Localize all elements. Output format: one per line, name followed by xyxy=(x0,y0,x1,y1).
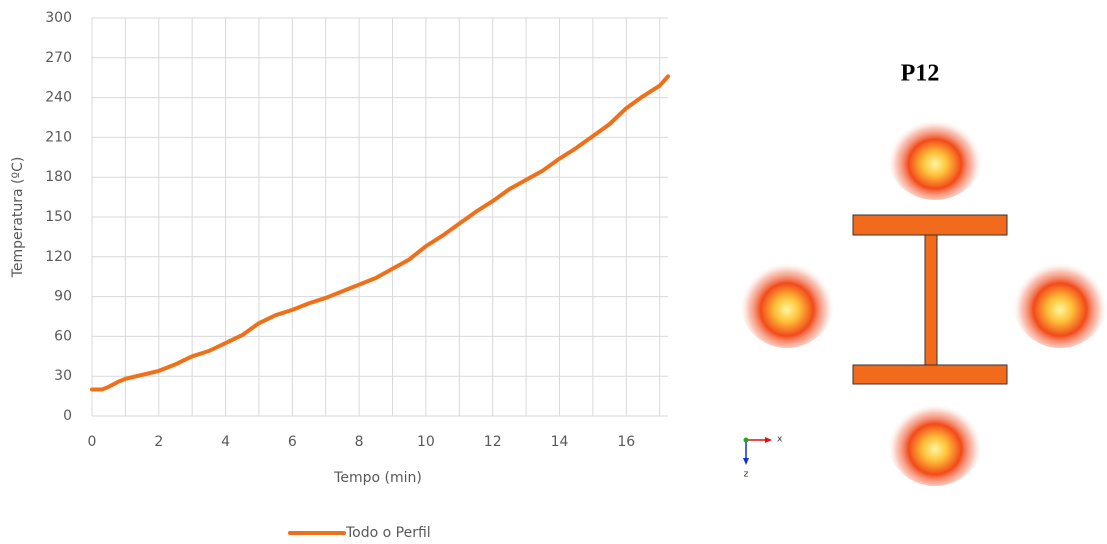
fire xyxy=(1012,252,1107,348)
y-tick-label: 30 xyxy=(54,368,72,384)
data-line xyxy=(90,74,670,392)
y-tick-label: 300 xyxy=(45,10,72,26)
x-tick-label: 6 xyxy=(288,434,297,450)
x-tick-label: 0 xyxy=(88,434,97,450)
diagram-title: P12 xyxy=(901,61,940,87)
x-tick-label: 12 xyxy=(484,434,502,450)
fire-icons xyxy=(739,110,1107,486)
arrow-head xyxy=(743,458,749,465)
axis-label: z xyxy=(744,470,749,480)
y-tick-label: 270 xyxy=(45,50,72,66)
chart: 0 30 60 90 120 150 180 210 240 270 300 0 2 4 6 8 10 12 14 1… xyxy=(10,10,670,541)
web xyxy=(924,234,938,366)
i-beam xyxy=(852,214,1008,385)
y-tick-label: 210 xyxy=(45,129,72,145)
fire xyxy=(887,394,983,486)
axis-label: x xyxy=(777,435,783,445)
y-tick-label: 90 xyxy=(54,289,72,305)
x-tick-label: 4 xyxy=(221,434,230,450)
fire xyxy=(887,110,983,200)
y-tick-label: 150 xyxy=(45,209,72,225)
y-tick-label: 0 xyxy=(63,408,72,424)
y-tick-label: 240 xyxy=(45,90,72,106)
x-tick-label: 10 xyxy=(417,434,435,450)
x-tick-label: 8 xyxy=(355,434,364,450)
x-axis-label: Tempo (min) xyxy=(333,470,422,486)
y-tick-label: 60 xyxy=(54,328,72,344)
x-tick-label: 16 xyxy=(617,434,635,450)
x-tick-label: 14 xyxy=(551,434,569,450)
y-axis-label: Temperatura (ºC) xyxy=(10,157,26,279)
axis-indicator: x z xyxy=(743,435,783,480)
bottom-flange xyxy=(852,364,1008,385)
x-tick-label: 2 xyxy=(154,434,163,450)
y-tick-label: 120 xyxy=(45,249,72,265)
fire xyxy=(739,252,835,348)
top-flange xyxy=(852,214,1008,236)
y-tick-label: 180 xyxy=(45,169,72,185)
origin xyxy=(743,437,749,443)
arrow-head xyxy=(765,437,772,443)
legend-label: Todo o Perfil xyxy=(345,525,431,541)
